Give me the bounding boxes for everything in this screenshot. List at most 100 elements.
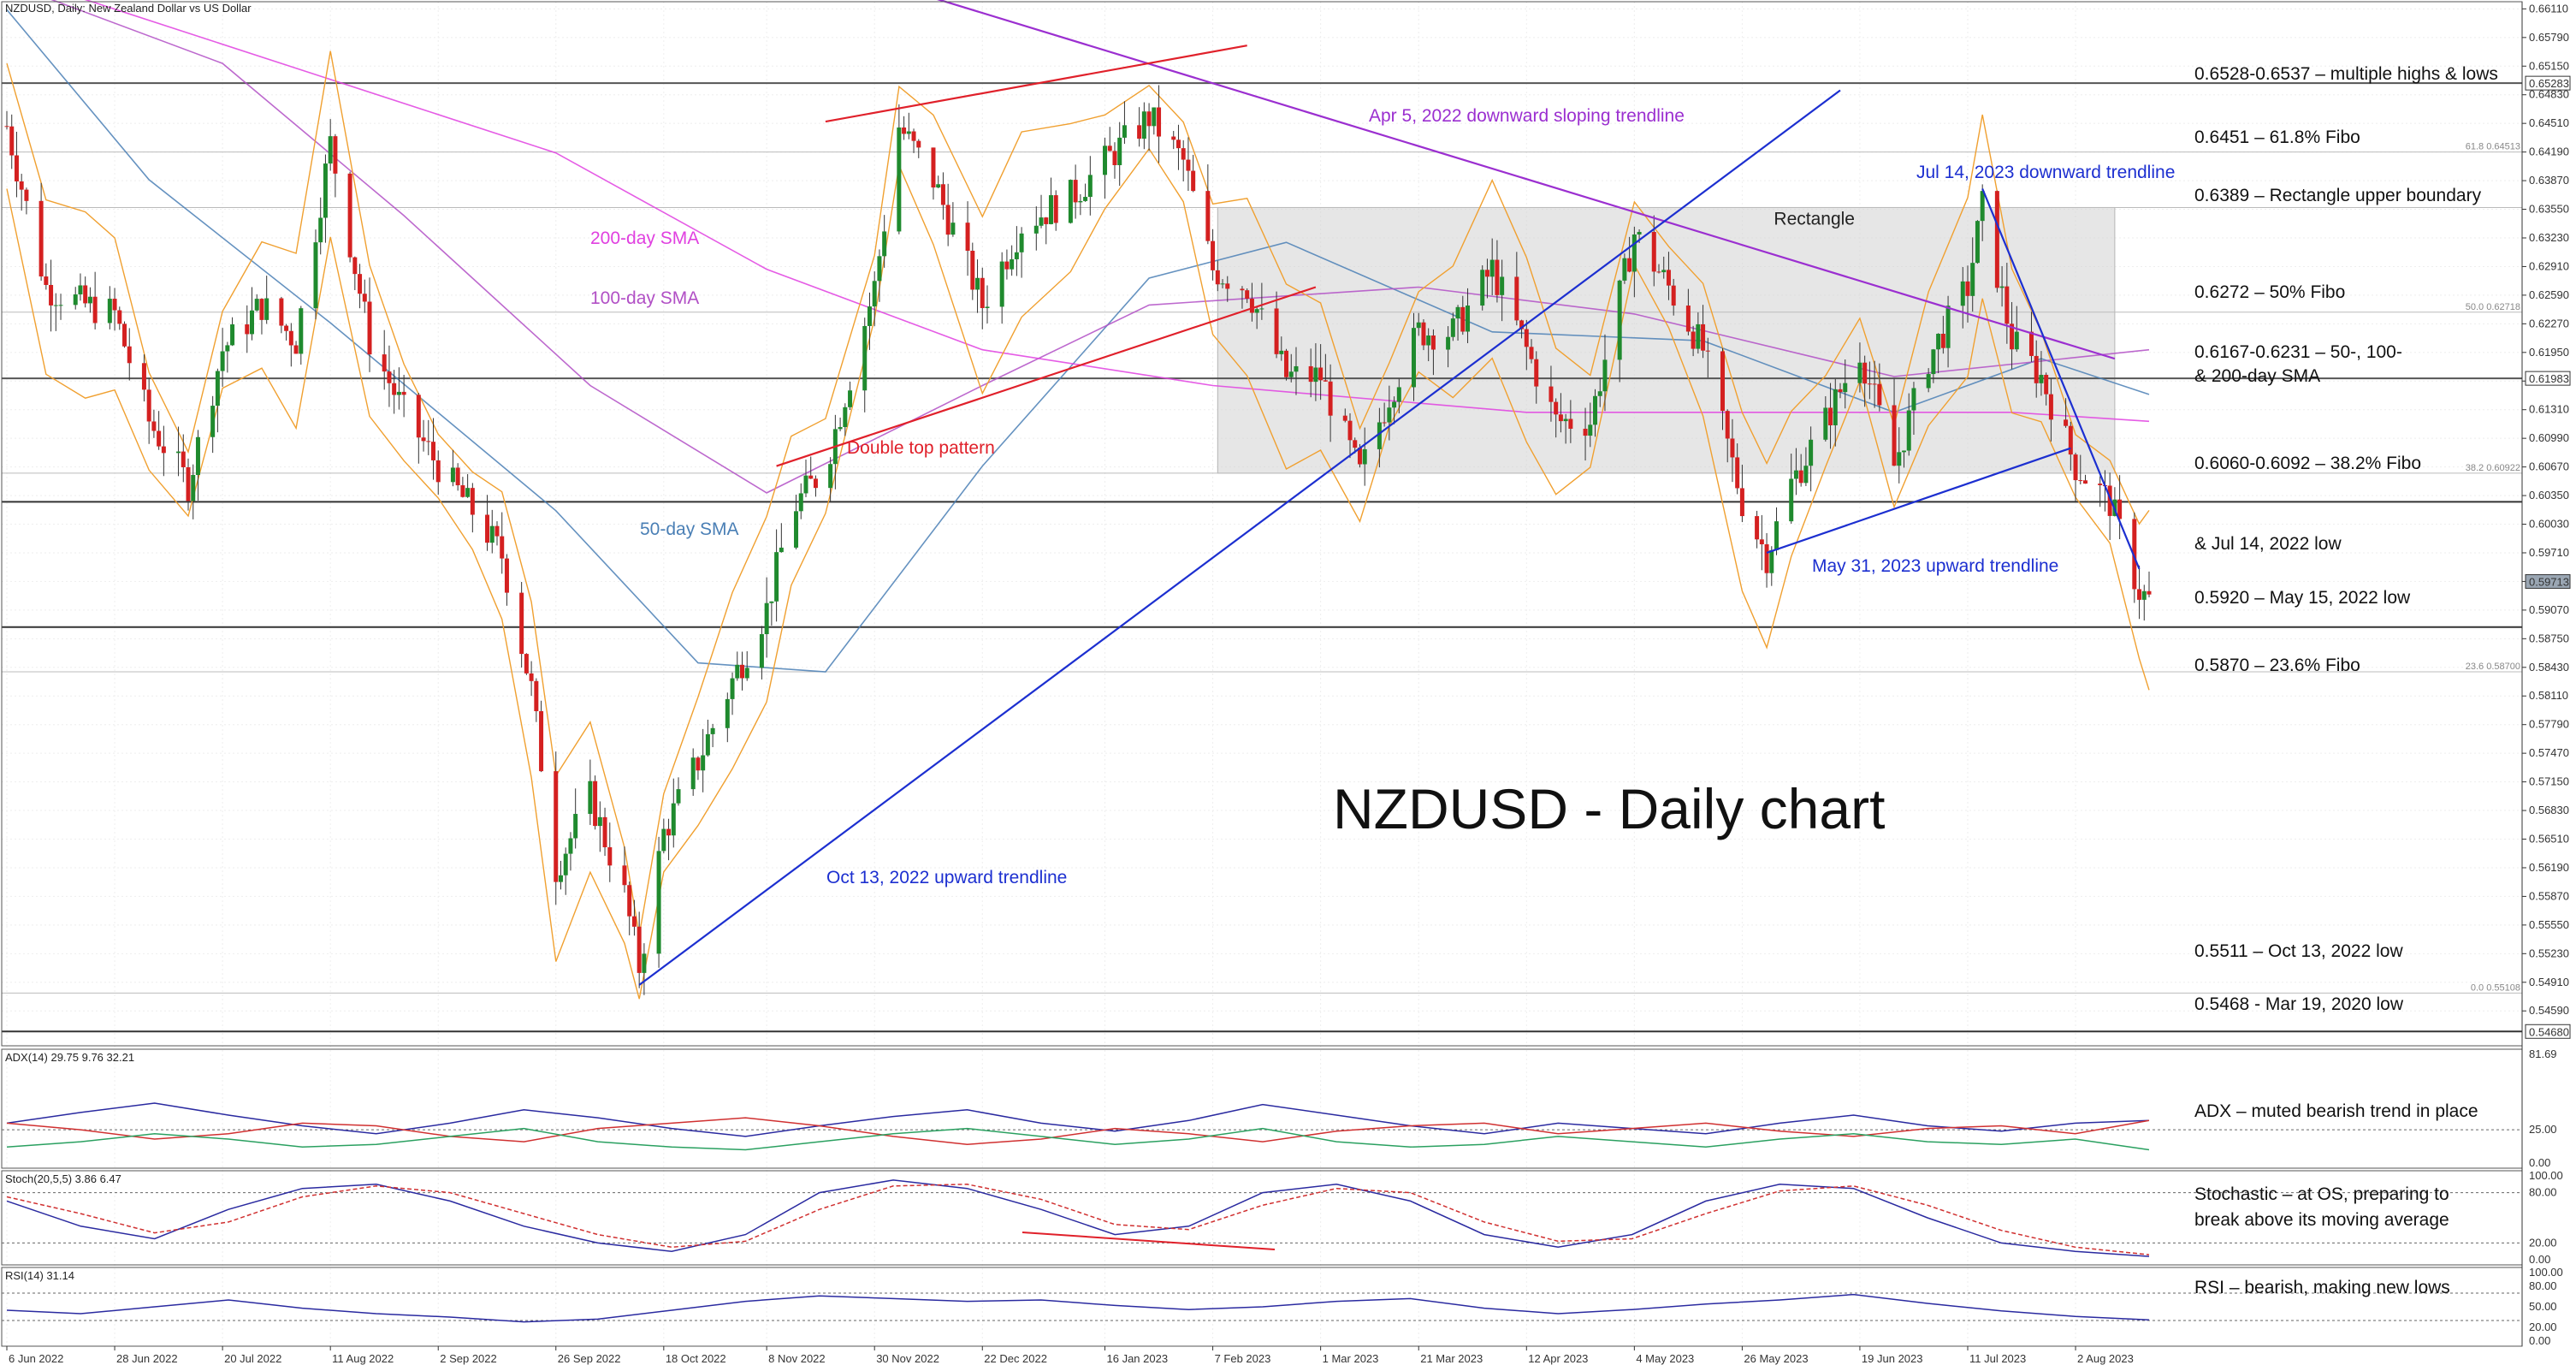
- indicator-line: [6, 1293, 2150, 1323]
- candle-body: [1245, 290, 1250, 300]
- candle-body: [392, 383, 397, 395]
- candle-body: [1897, 452, 1902, 466]
- candle-body: [19, 181, 24, 190]
- candle-body: [460, 485, 465, 497]
- date-tick-label: 1 Mar 2023: [1323, 1352, 1379, 1365]
- indicator-tick-label: 81.69: [2529, 1048, 2557, 1060]
- candle-body: [494, 525, 500, 537]
- candle-body: [1249, 299, 1254, 313]
- date-tick-label: 20 Jul 2022: [224, 1352, 281, 1365]
- candle-body: [38, 200, 44, 277]
- price-tick-label: 0.65790: [2529, 31, 2569, 44]
- candle-body: [2010, 323, 2015, 350]
- candle-body: [701, 755, 706, 771]
- candle-body: [259, 299, 264, 320]
- candle-body: [92, 296, 98, 323]
- candle-body: [1975, 221, 1980, 264]
- frames: [1, 1, 2523, 1347]
- candle-body: [1112, 151, 1117, 165]
- candle-body: [1725, 411, 1730, 439]
- candle-body: [367, 301, 372, 355]
- candle-body: [1554, 401, 1559, 415]
- indicator-tick-label: 0.00: [2529, 1156, 2550, 1169]
- trendline-label: Jul 14, 2023 downward trendline: [1916, 163, 2175, 182]
- price-tick-label: 0.60990: [2529, 431, 2569, 444]
- candle-body: [1466, 306, 1471, 332]
- candle-body: [2098, 484, 2103, 485]
- candle-body: [1980, 191, 1985, 222]
- price-tick-label: 0.59710: [2529, 546, 2569, 559]
- candle-body: [1044, 217, 1049, 224]
- candle-body: [1803, 466, 1809, 484]
- level-label: 0.6451 – 61.8% Fibo: [2194, 128, 2360, 147]
- candle-body: [1446, 336, 1451, 350]
- candle-body: [1823, 407, 1828, 440]
- candle-body: [2132, 519, 2137, 590]
- candle-body: [9, 126, 15, 156]
- candle-body: [220, 351, 225, 371]
- candle-body: [1583, 428, 1588, 436]
- candle-body: [568, 838, 573, 854]
- level-label: 0.5870 – 23.6% Fibo: [2194, 656, 2360, 675]
- candle-body: [1588, 424, 1593, 436]
- candle-body: [1936, 334, 1941, 350]
- price-tick-label: 0.62270: [2529, 317, 2569, 329]
- date-tick-label: 6 Jun 2022: [9, 1352, 63, 1365]
- candle-body: [1705, 350, 1710, 352]
- candle-body: [1798, 470, 1803, 484]
- candle-body: [710, 727, 715, 734]
- candle-body: [1892, 405, 1897, 466]
- candle-body: [117, 310, 122, 324]
- candle-body: [1122, 125, 1127, 138]
- candle-body: [1313, 367, 1318, 383]
- candle-body: [245, 324, 250, 335]
- date-tick-label: 12 Apr 2023: [1528, 1352, 1588, 1365]
- candle-body: [1103, 145, 1108, 175]
- candle-body: [2068, 425, 2073, 455]
- trendline-4: [1766, 447, 2071, 555]
- candle-body: [122, 323, 127, 347]
- price-tick-label: 0.60350: [2529, 489, 2569, 502]
- bollinger-upper: [6, 50, 2150, 935]
- date-tick-label: 7 Feb 2023: [1215, 1352, 1271, 1365]
- candle-body: [803, 475, 808, 494]
- price-tick-label: 0.61310: [2529, 403, 2569, 416]
- level-label: & 200-day SMA: [2194, 366, 2320, 386]
- candle-body: [916, 140, 921, 148]
- price-tick-label: 0.63870: [2529, 174, 2569, 187]
- candle-body: [558, 875, 563, 882]
- candle-body: [1631, 234, 1637, 272]
- candle-body: [1416, 322, 1421, 329]
- candle-body: [1019, 233, 1024, 252]
- candle-body: [999, 261, 1004, 307]
- candle-body: [450, 467, 455, 483]
- candle-body: [1769, 549, 1774, 573]
- level-label: 0.5920 – May 15, 2022 low: [2194, 588, 2411, 608]
- indicator-tick-label: 20.00: [2529, 1236, 2557, 1249]
- candle-body: [593, 780, 598, 827]
- candle-body: [146, 389, 151, 422]
- candle-body: [1347, 420, 1353, 441]
- level-label: 0.6167-0.6231 – 50-, 100-: [2194, 342, 2402, 362]
- candle-body: [911, 131, 916, 141]
- trendline-1: [937, 0, 2116, 360]
- candle-body: [1637, 232, 1642, 235]
- indicator-line: [6, 1127, 2150, 1151]
- candle-body: [127, 346, 132, 364]
- candle-body: [1211, 240, 1216, 270]
- rectangle-label: Rectangle: [1774, 209, 1855, 228]
- candle-body: [2034, 355, 2039, 383]
- candle-body: [1259, 308, 1264, 310]
- candle-body: [529, 673, 534, 681]
- candle-body: [696, 757, 701, 771]
- candle-body: [1489, 259, 1495, 277]
- candle-body: [387, 371, 392, 383]
- candle-body: [1004, 261, 1010, 270]
- candle-body: [2147, 591, 2152, 595]
- candle-body: [906, 131, 911, 134]
- candle-body: [435, 460, 441, 483]
- candle-body: [563, 853, 568, 875]
- candle-body: [838, 427, 843, 430]
- candle-body: [426, 441, 431, 442]
